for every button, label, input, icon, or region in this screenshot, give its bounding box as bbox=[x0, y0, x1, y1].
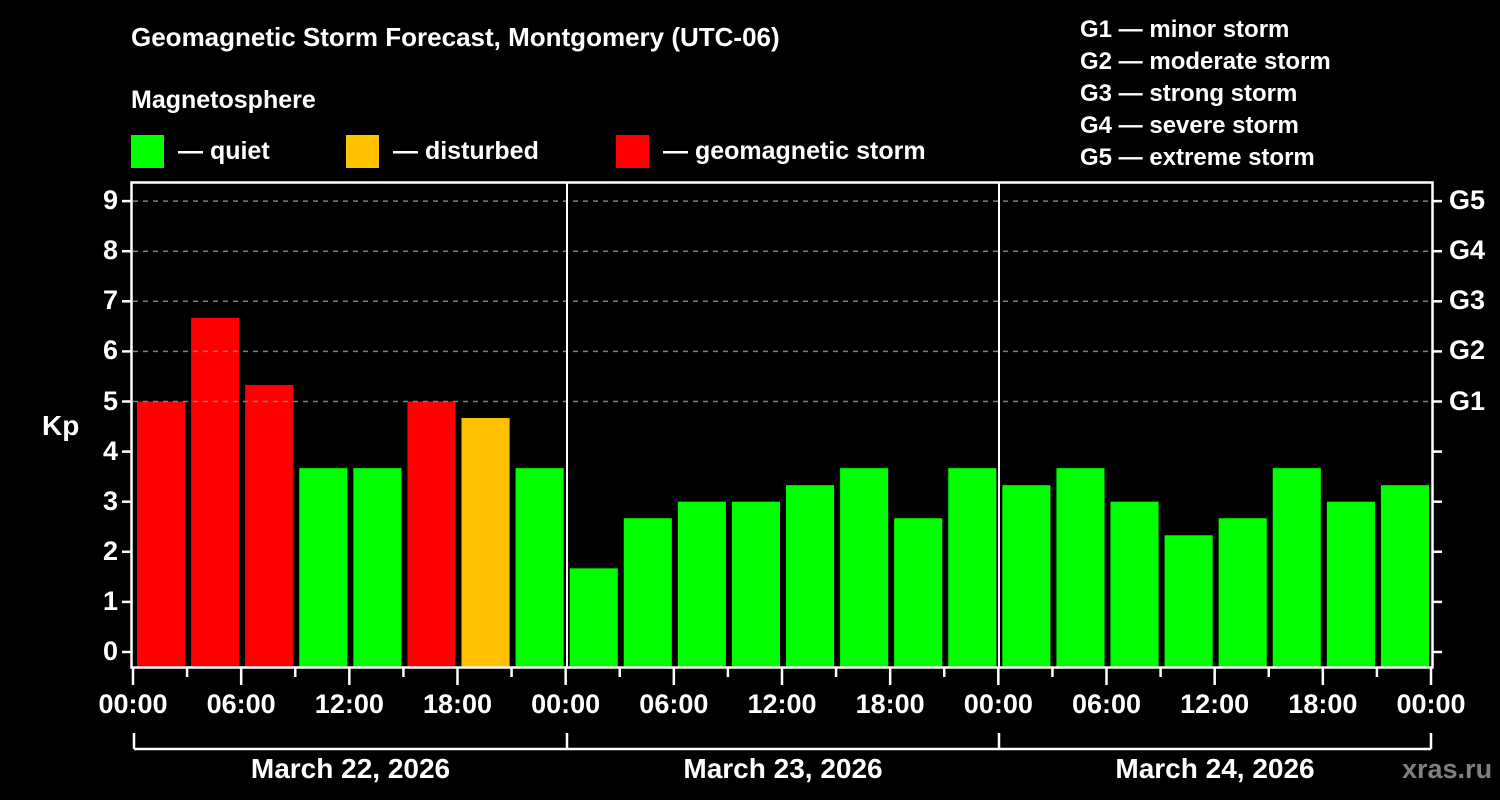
kp-bar bbox=[731, 501, 780, 667]
g-tick-label: G4 bbox=[1449, 235, 1486, 266]
x-tick-label: 00:00 bbox=[1396, 689, 1466, 719]
y-axis-label: Kp bbox=[42, 410, 80, 441]
g-scale-legend: G1 — minor storm G2 — moderate storm G3 … bbox=[1080, 14, 1331, 174]
g-tick-label: G5 bbox=[1449, 185, 1486, 216]
y-tick-label: 9 bbox=[102, 185, 118, 216]
x-tick-label: 18:00 bbox=[855, 689, 925, 719]
kp-bar bbox=[299, 468, 348, 667]
x-tick-label: 12:00 bbox=[314, 689, 384, 719]
kp-bar bbox=[515, 468, 564, 667]
kp-bar bbox=[840, 468, 889, 667]
x-tick-label: 12:00 bbox=[747, 689, 817, 719]
kp-bar bbox=[894, 518, 943, 667]
g-tick-label: G1 bbox=[1449, 385, 1486, 416]
y-tick-label: 8 bbox=[102, 235, 118, 266]
watermark: xras.ru bbox=[1402, 754, 1493, 784]
legend-heading: Magnetosphere bbox=[131, 86, 316, 114]
kp-bar bbox=[1272, 468, 1321, 667]
x-tick-label: 00:00 bbox=[531, 689, 601, 719]
kp-bar bbox=[245, 384, 294, 667]
g-tick-label: G3 bbox=[1449, 285, 1486, 316]
date-label: March 24, 2026 bbox=[1115, 753, 1315, 784]
chart-title: Geomagnetic Storm Forecast, Montgomery (… bbox=[131, 22, 780, 52]
legend-item-storm: — geomagnetic storm bbox=[616, 134, 926, 168]
g3-description: G3 — strong storm bbox=[1080, 80, 1298, 107]
legend-item-quiet: — quiet bbox=[131, 134, 270, 168]
x-tick-label: 12:00 bbox=[1180, 689, 1250, 719]
legend-label: — disturbed bbox=[393, 136, 539, 165]
kp-bar bbox=[1380, 485, 1429, 667]
x-tick-label: 06:00 bbox=[1071, 689, 1142, 719]
legend-label: — quiet bbox=[178, 136, 270, 165]
kp-bar bbox=[677, 501, 726, 667]
y-tick-label: 3 bbox=[102, 485, 118, 516]
kp-bar bbox=[353, 468, 402, 667]
kp-bar bbox=[137, 401, 186, 667]
legend-label: — geomagnetic storm bbox=[663, 136, 926, 165]
legend-item-disturbed: — disturbed bbox=[346, 134, 539, 168]
x-tick-label: 00:00 bbox=[98, 689, 168, 719]
kp-bar bbox=[1056, 468, 1105, 667]
y-tick-label: 1 bbox=[102, 585, 118, 616]
kp-bar bbox=[461, 418, 510, 667]
kp-bar bbox=[786, 485, 835, 667]
y-tick-label: 7 bbox=[102, 285, 118, 316]
g2-description: G2 — moderate storm bbox=[1080, 48, 1331, 75]
kp-bar bbox=[1110, 501, 1159, 667]
plot-frame bbox=[130, 181, 1434, 669]
kp-bar bbox=[407, 401, 456, 667]
g5-description: G5 — extreme storm bbox=[1080, 144, 1315, 171]
y-tick-label: 6 bbox=[102, 335, 118, 366]
g1-description: G1 — minor storm bbox=[1080, 16, 1290, 43]
kp-bar bbox=[1326, 501, 1375, 667]
kp-bar bbox=[1218, 518, 1267, 667]
g4-description: G4 — severe storm bbox=[1080, 112, 1299, 139]
date-label: March 22, 2026 bbox=[250, 753, 451, 784]
x-tick-label: 06:00 bbox=[206, 689, 276, 719]
disturbed-swatch bbox=[346, 134, 379, 168]
x-tick-label: 06:00 bbox=[639, 689, 709, 719]
y-tick-label: 5 bbox=[102, 385, 118, 416]
kp-bar bbox=[948, 468, 997, 667]
kp-bar bbox=[1002, 485, 1051, 667]
x-tick-label: 00:00 bbox=[963, 689, 1033, 719]
quiet-swatch bbox=[131, 134, 164, 168]
x-tick-label: 18:00 bbox=[422, 689, 493, 719]
kp-bar bbox=[1164, 535, 1213, 667]
date-label: March 23, 2026 bbox=[683, 753, 883, 784]
kp-bar bbox=[569, 568, 618, 667]
y-tick-label: 4 bbox=[102, 435, 118, 466]
kp-bar bbox=[623, 518, 672, 667]
y-tick-label: 2 bbox=[102, 535, 118, 566]
kp-bar bbox=[191, 317, 240, 667]
storm-swatch bbox=[616, 134, 649, 168]
g-tick-label: G2 bbox=[1449, 335, 1486, 366]
x-tick-label: 18:00 bbox=[1288, 689, 1358, 719]
y-tick-label: 0 bbox=[102, 636, 118, 666]
